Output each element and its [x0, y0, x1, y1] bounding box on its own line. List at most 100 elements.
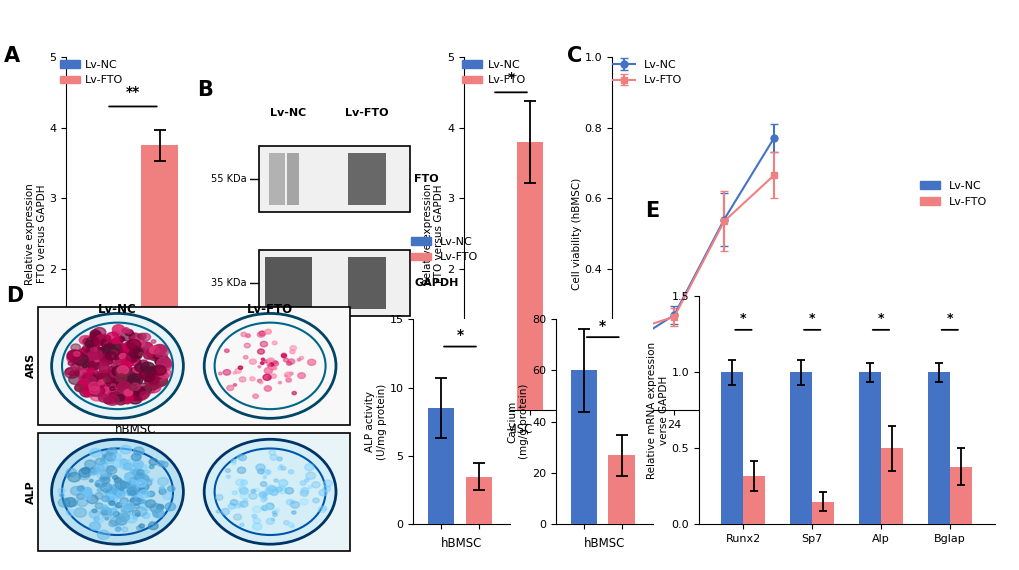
Circle shape — [90, 522, 101, 530]
Circle shape — [147, 374, 157, 382]
Circle shape — [89, 360, 101, 370]
Circle shape — [281, 353, 286, 357]
Circle shape — [127, 397, 133, 401]
Circle shape — [125, 341, 137, 350]
Circle shape — [94, 517, 99, 521]
Circle shape — [263, 374, 271, 380]
Circle shape — [235, 479, 245, 486]
Circle shape — [140, 367, 148, 372]
Circle shape — [155, 356, 170, 368]
Circle shape — [144, 491, 148, 494]
Circle shape — [92, 388, 97, 392]
Circle shape — [135, 473, 146, 481]
Circle shape — [127, 478, 139, 486]
Circle shape — [90, 390, 105, 401]
Circle shape — [130, 383, 140, 390]
Legend: Lv-NC, Lv-FTO: Lv-NC, Lv-FTO — [55, 55, 128, 90]
Circle shape — [255, 488, 259, 491]
Circle shape — [272, 488, 277, 492]
Circle shape — [107, 466, 114, 471]
Circle shape — [146, 348, 159, 358]
Bar — [858, 372, 880, 524]
Circle shape — [153, 375, 167, 386]
Text: 35 KDa: 35 KDa — [210, 278, 246, 288]
Circle shape — [123, 478, 129, 482]
Circle shape — [146, 369, 151, 374]
Circle shape — [283, 358, 288, 362]
Circle shape — [115, 527, 120, 531]
Circle shape — [153, 365, 166, 375]
Circle shape — [92, 347, 104, 356]
Circle shape — [120, 501, 125, 505]
Circle shape — [98, 385, 108, 393]
Y-axis label: Cell viability (hBMSC): Cell viability (hBMSC) — [572, 178, 581, 290]
Circle shape — [279, 488, 283, 491]
Circle shape — [98, 373, 105, 378]
Circle shape — [87, 372, 93, 376]
Circle shape — [157, 504, 164, 510]
Circle shape — [156, 365, 165, 372]
X-axis label: hBMSC: hBMSC — [491, 423, 533, 436]
Circle shape — [273, 361, 277, 364]
Circle shape — [231, 459, 236, 463]
Circle shape — [101, 339, 112, 347]
Circle shape — [286, 499, 292, 504]
Y-axis label: Relative mRNA expression
verse GAPDH: Relative mRNA expression verse GAPDH — [646, 342, 667, 479]
Circle shape — [323, 486, 330, 492]
Text: Lv-FTO: Lv-FTO — [344, 108, 388, 119]
Circle shape — [271, 518, 274, 520]
Circle shape — [150, 346, 159, 353]
Circle shape — [87, 345, 97, 352]
Bar — [607, 455, 634, 524]
Circle shape — [124, 329, 133, 336]
Circle shape — [105, 495, 110, 499]
Bar — [428, 408, 453, 524]
Circle shape — [252, 490, 256, 492]
Circle shape — [96, 370, 107, 379]
Circle shape — [79, 385, 91, 394]
Circle shape — [83, 374, 88, 378]
Text: *: * — [506, 71, 514, 86]
Circle shape — [141, 390, 146, 394]
Circle shape — [82, 467, 90, 474]
Circle shape — [110, 384, 115, 388]
Circle shape — [155, 353, 168, 363]
Circle shape — [122, 329, 127, 333]
Circle shape — [270, 455, 277, 460]
Circle shape — [106, 396, 119, 405]
Circle shape — [74, 508, 87, 517]
Circle shape — [253, 506, 261, 512]
Circle shape — [104, 397, 113, 404]
Circle shape — [99, 364, 110, 373]
Circle shape — [253, 394, 258, 398]
Circle shape — [144, 353, 152, 359]
Circle shape — [150, 365, 164, 377]
Circle shape — [239, 501, 248, 507]
Circle shape — [113, 453, 121, 460]
Circle shape — [129, 376, 141, 385]
Circle shape — [233, 384, 236, 386]
Circle shape — [158, 478, 168, 486]
Ellipse shape — [204, 439, 335, 544]
Circle shape — [132, 516, 137, 519]
Circle shape — [137, 498, 141, 502]
Circle shape — [129, 333, 141, 342]
Circle shape — [155, 514, 158, 517]
Circle shape — [112, 325, 124, 334]
Circle shape — [96, 336, 103, 341]
Circle shape — [111, 396, 115, 398]
Circle shape — [113, 360, 126, 370]
Circle shape — [269, 365, 272, 368]
Circle shape — [73, 352, 79, 356]
Bar — [88, 340, 124, 410]
Circle shape — [269, 488, 276, 494]
Circle shape — [144, 368, 155, 376]
Circle shape — [93, 337, 104, 345]
Circle shape — [81, 486, 85, 489]
Circle shape — [285, 375, 287, 377]
Circle shape — [77, 499, 88, 507]
X-axis label: hBMSC: hBMSC — [114, 423, 156, 436]
Circle shape — [305, 479, 309, 482]
Circle shape — [70, 351, 82, 360]
Circle shape — [101, 383, 111, 390]
